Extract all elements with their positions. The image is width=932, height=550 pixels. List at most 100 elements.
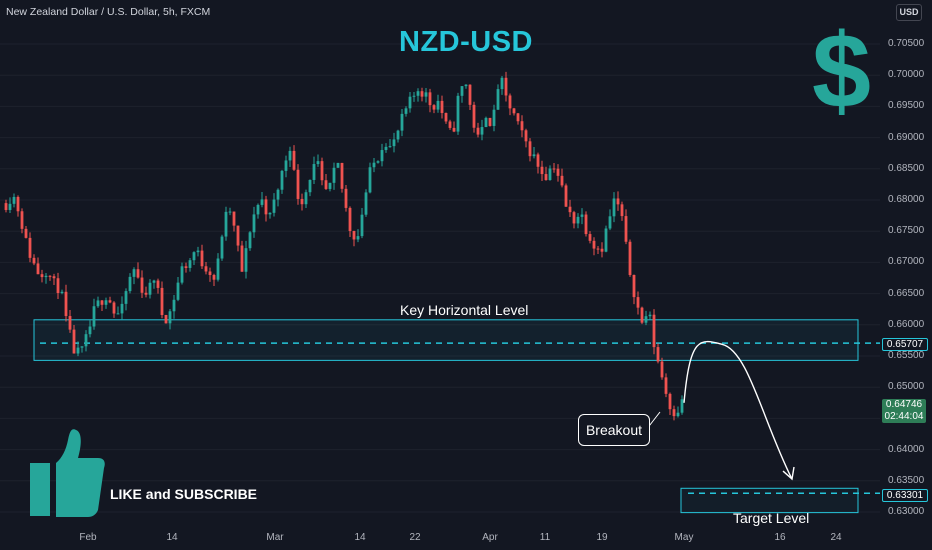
- candle-body: [356, 236, 360, 240]
- candle-body: [328, 182, 332, 189]
- candle-body: [212, 275, 216, 280]
- candle-body: [76, 347, 80, 354]
- y-tick-label: 0.66500: [888, 287, 925, 299]
- grid-lines: [0, 43, 880, 513]
- candle-body: [556, 168, 560, 176]
- candle-body: [552, 168, 556, 170]
- candle-body: [608, 216, 612, 229]
- candle-body: [560, 175, 564, 186]
- candle-body: [160, 287, 164, 315]
- candle-body: [80, 346, 84, 348]
- candle-body: [172, 299, 176, 312]
- candle-body: [564, 185, 568, 207]
- x-tick-label: Mar: [266, 532, 284, 543]
- candle-body: [332, 167, 336, 183]
- like-subscribe-text: LIKE and SUBSCRIBE: [110, 486, 258, 502]
- candle-body: [388, 146, 392, 148]
- candle-body: [108, 300, 112, 303]
- candle-body: [196, 250, 200, 253]
- candle-body: [64, 291, 68, 317]
- candle-body: [216, 258, 220, 280]
- candle-body: [268, 212, 272, 215]
- candle-body: [200, 250, 204, 267]
- candle-body: [576, 216, 580, 224]
- candle-body: [32, 257, 36, 264]
- x-tick-label: 14: [166, 532, 178, 543]
- candle-body: [580, 214, 584, 217]
- candle-body: [548, 168, 552, 181]
- candle-body: [304, 192, 308, 205]
- y-tick-label: 0.66000: [888, 318, 925, 330]
- candle-body: [352, 231, 356, 240]
- candle-body: [224, 211, 228, 237]
- candle-body: [348, 207, 352, 232]
- countdown-value: 02:44:04: [884, 411, 924, 422]
- candle-body: [16, 196, 20, 212]
- candle-body: [512, 108, 516, 114]
- thumbs-up-icon: [30, 429, 105, 517]
- candle-body: [624, 216, 628, 242]
- y-tick-label: 0.69500: [888, 100, 925, 112]
- x-tick-label: Apr: [482, 532, 498, 543]
- key-level-price-tag: 0.65707: [882, 338, 928, 351]
- candle-body: [140, 277, 144, 293]
- candle-body: [652, 314, 656, 348]
- candle-body: [116, 313, 120, 315]
- candle-body: [428, 92, 432, 106]
- candle-body: [508, 95, 512, 109]
- target-level-zone: [680, 487, 859, 514]
- candle-body: [280, 170, 284, 190]
- candle-body: [636, 297, 640, 308]
- candle-body: [28, 237, 32, 258]
- candle-body: [360, 214, 364, 237]
- candle-body: [236, 225, 240, 246]
- candle-body: [396, 130, 400, 140]
- candle-body: [320, 161, 324, 181]
- candle-body: [8, 203, 12, 210]
- candle-body: [188, 260, 192, 268]
- candle-body: [156, 280, 160, 288]
- candle-body: [128, 276, 132, 292]
- x-tick-label: Feb: [79, 532, 97, 543]
- candle-body: [24, 228, 28, 238]
- candle-body: [208, 271, 212, 276]
- candle-body: [616, 198, 620, 205]
- candle-body: [256, 204, 260, 215]
- candle-body: [456, 95, 460, 132]
- candle-body: [92, 306, 96, 327]
- candle-body: [584, 214, 588, 235]
- candle-body: [336, 162, 340, 168]
- candle-body: [612, 198, 616, 217]
- candle-body: [568, 206, 572, 213]
- candle-body: [180, 266, 184, 283]
- projection-arrow: [683, 340, 793, 480]
- candle-body: [632, 274, 636, 298]
- candle-body: [344, 188, 348, 208]
- candle-body: [488, 117, 492, 126]
- candle-body: [380, 150, 384, 162]
- candle-body: [124, 291, 128, 304]
- candle-body: [440, 100, 444, 113]
- candle-body: [264, 199, 268, 215]
- y-tick-label: 0.65000: [888, 381, 925, 393]
- candle-body: [104, 300, 108, 305]
- candle-body: [420, 91, 424, 97]
- candle-body: [516, 113, 520, 122]
- currency-button[interactable]: USD: [896, 4, 922, 21]
- candle-body: [284, 160, 288, 171]
- candle-body: [392, 139, 396, 147]
- candle-body: [68, 316, 72, 330]
- candle-body: [500, 77, 504, 90]
- candle-body: [452, 127, 456, 132]
- key-level-label: Key Horizontal Level: [400, 302, 529, 318]
- candle-body: [192, 252, 196, 261]
- candle-body: [384, 146, 388, 151]
- candle-body: [132, 269, 136, 277]
- candle-body: [416, 91, 420, 96]
- candle-body: [572, 212, 576, 224]
- candle-body: [404, 108, 408, 114]
- candle-body: [168, 311, 172, 324]
- candle-body: [460, 86, 464, 96]
- candle-body: [12, 196, 16, 204]
